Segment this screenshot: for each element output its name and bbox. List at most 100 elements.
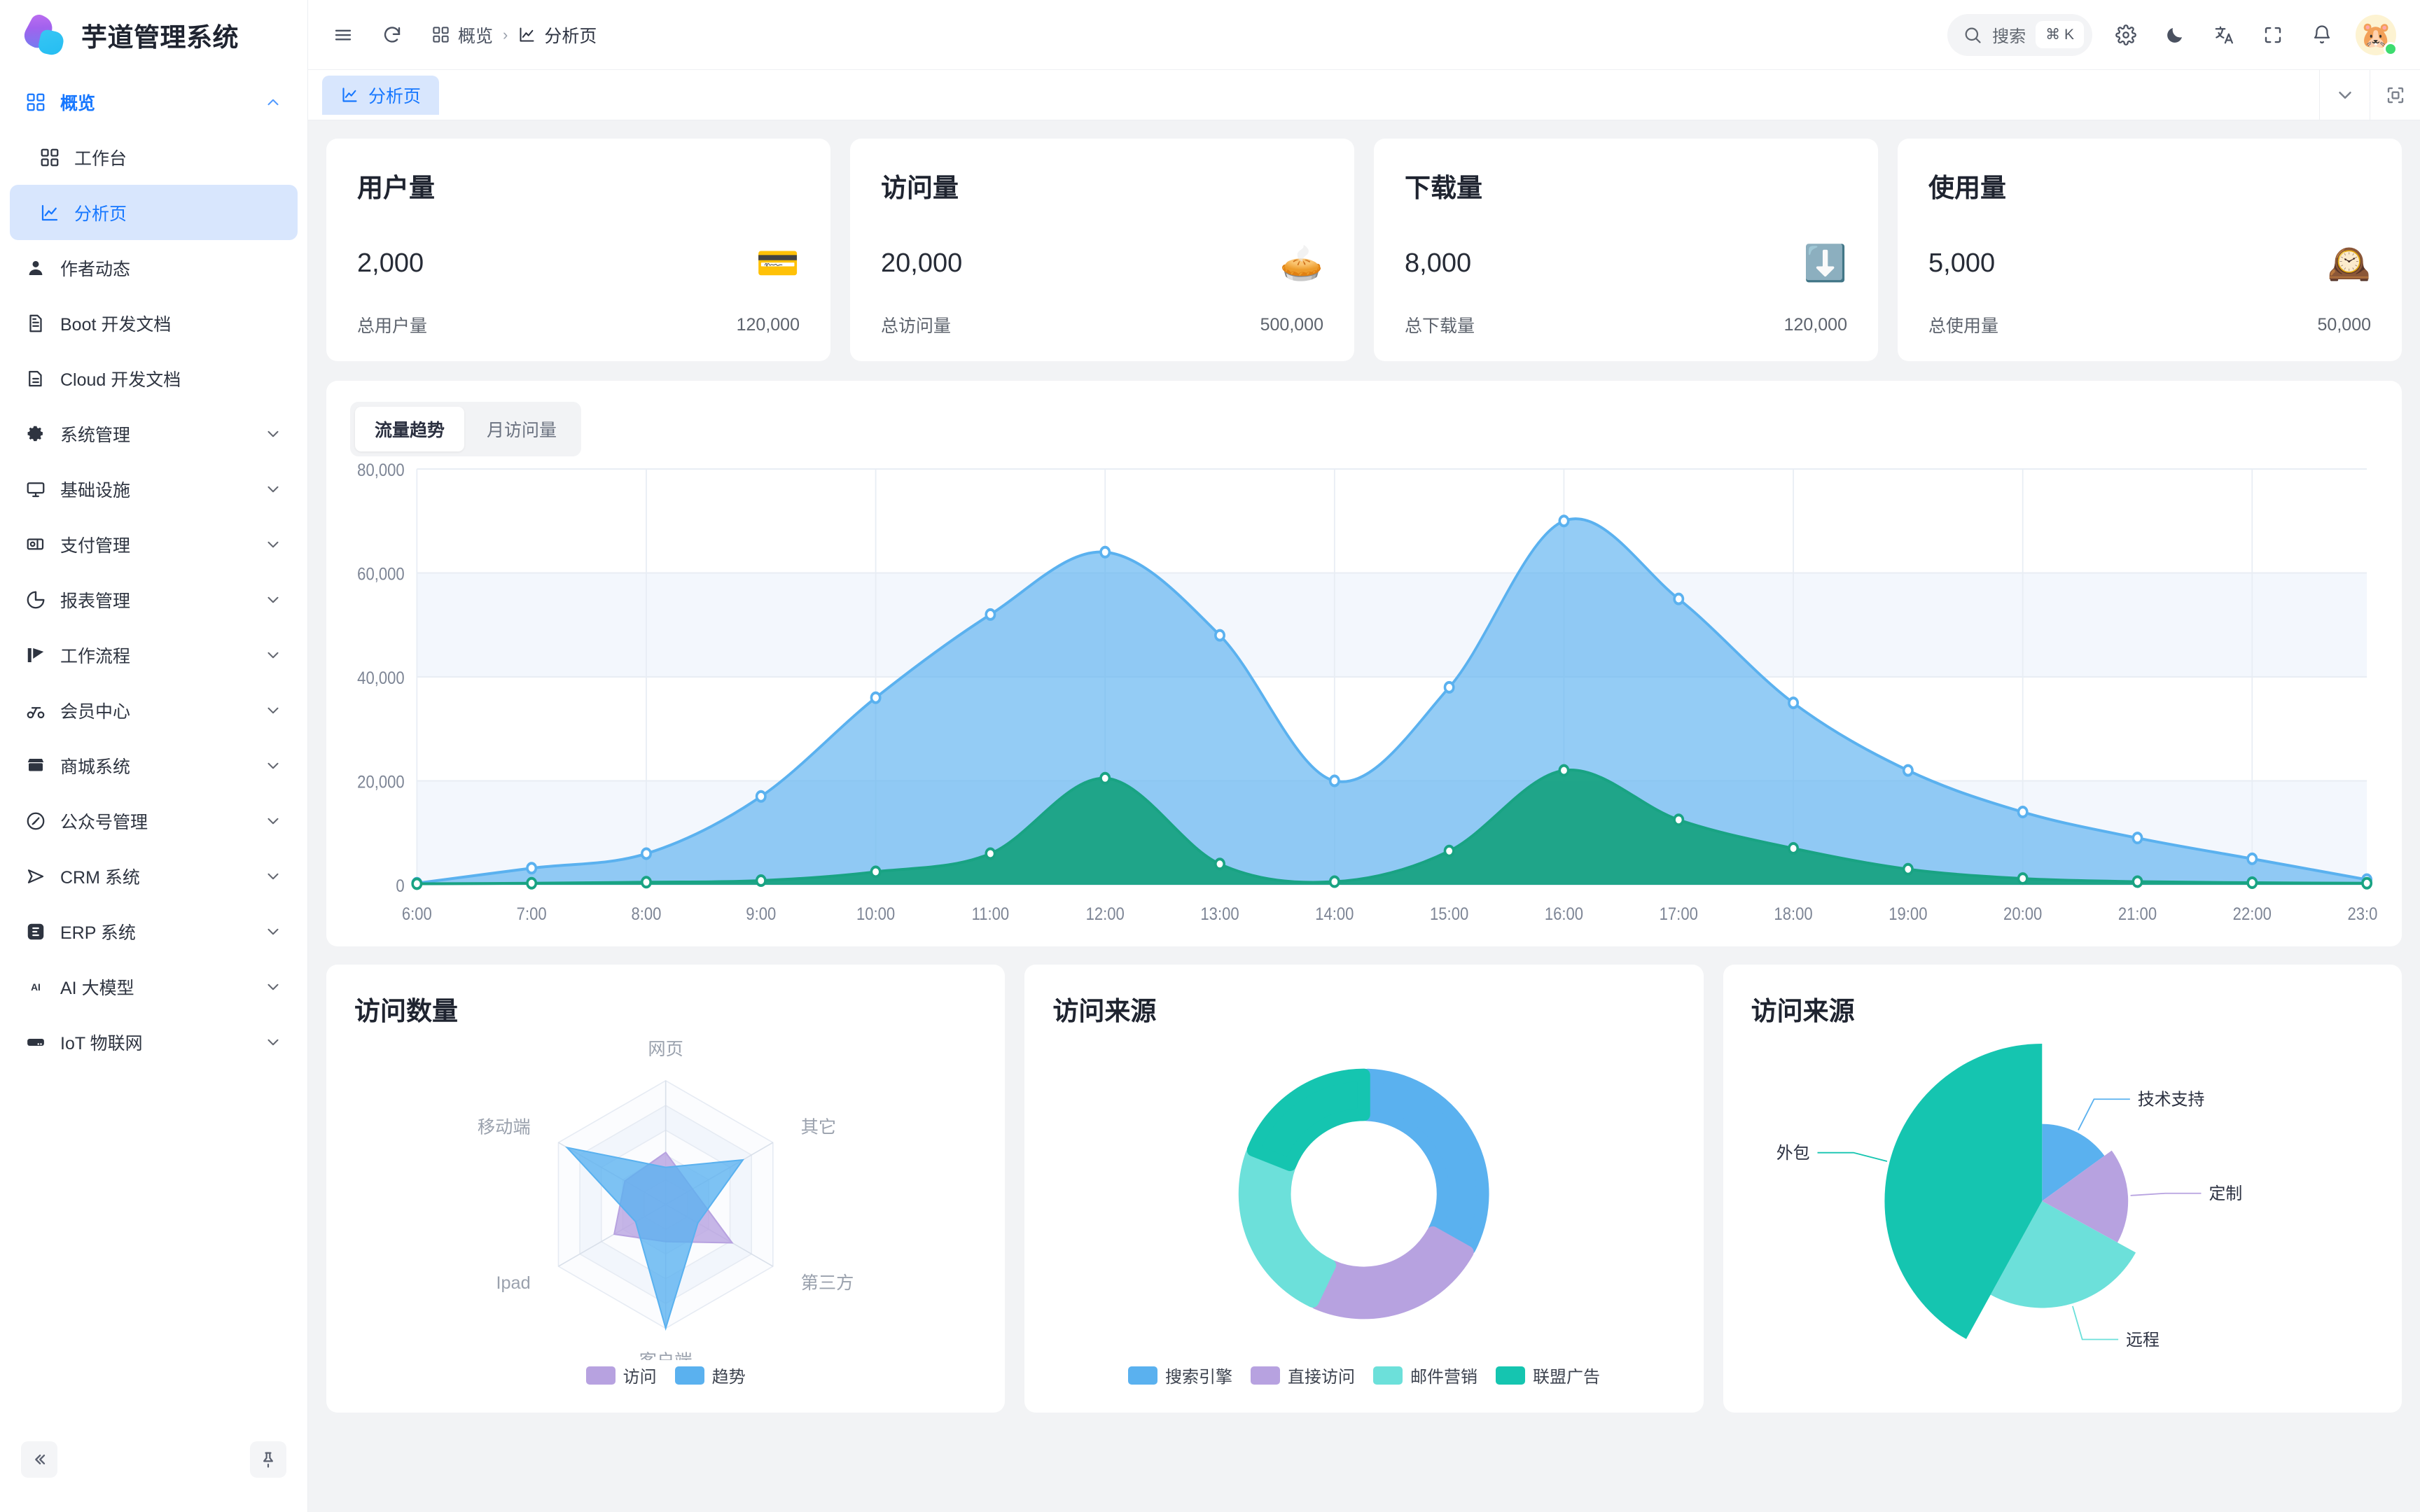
sidebar-item-7[interactable]: 基础设施	[10, 461, 298, 517]
sidebar-item-5[interactable]: Cloud 开发文档	[10, 351, 298, 406]
legend-item[interactable]: 直接访问	[1250, 1363, 1355, 1387]
sidebar-item-4[interactable]: Boot 开发文档	[10, 295, 298, 351]
sidebar-item-label: Cloud 开发文档	[60, 370, 181, 390]
gear-icon[interactable]	[2110, 20, 2141, 50]
sidebar-footer	[0, 1428, 307, 1512]
chevron-down-icon[interactable]	[264, 923, 282, 941]
legend-swatch	[674, 1366, 704, 1385]
moon-icon[interactable]	[2160, 20, 2190, 50]
sidebar-item-3[interactable]: 作者动态	[10, 240, 298, 295]
svg-text:20,000: 20,000	[357, 772, 405, 792]
translate-icon[interactable]	[2209, 20, 2239, 50]
gear-icon	[25, 424, 46, 444]
bell-icon[interactable]	[2307, 20, 2337, 50]
fullscreen-icon[interactable]	[2258, 20, 2288, 50]
chevron-down-icon[interactable]	[264, 480, 282, 498]
chevron-down-icon[interactable]	[264, 646, 282, 664]
expand-icon[interactable]	[2370, 69, 2420, 120]
chevron-down-icon[interactable]	[264, 978, 282, 996]
svg-text:21:00: 21:00	[2118, 904, 2157, 924]
chevron-down-icon[interactable]	[264, 701, 282, 720]
legend-item[interactable]: 搜索引擎	[1127, 1363, 1232, 1387]
sidebar-item-1[interactable]: 工作台	[10, 130, 298, 185]
trend-tab-traffic[interactable]: 流量趋势	[355, 407, 465, 451]
topbar: 概览 › 分析页 搜索 ⌘ K	[308, 0, 2420, 70]
legend-item[interactable]: 邮件营销	[1372, 1363, 1477, 1387]
chevron-down-icon[interactable]	[264, 867, 282, 886]
svg-text:19:00: 19:00	[1889, 904, 1927, 924]
legend-item[interactable]: 联盟广告	[1495, 1363, 1600, 1387]
sidebar-item-label: 会员中心	[60, 701, 131, 722]
rose-chart: 技术支持 定制 远程 外包	[1751, 1028, 2374, 1387]
svg-text:第三方: 第三方	[801, 1273, 854, 1293]
sidebar-item-9[interactable]: 报表管理	[10, 572, 298, 627]
svg-text:外包: 外包	[1776, 1144, 1809, 1163]
legend-label: 联盟广告	[1532, 1368, 1600, 1387]
sidebar-item-15[interactable]: ERP 系统	[10, 904, 298, 959]
chevron-up-icon[interactable]	[264, 93, 282, 111]
stat-value: 5,000	[1928, 248, 1996, 278]
card-title: 访问来源	[1751, 997, 1855, 1026]
visit-count-card: 访问数量 网页其它第三方客户端 Ipad 移动端 访问 趋势	[326, 965, 1006, 1413]
chevron-down-icon[interactable]	[264, 757, 282, 775]
stat-title: 访问量	[881, 174, 959, 202]
svg-text:客户端: 客户端	[639, 1352, 693, 1360]
sidebar-item-14[interactable]: CRM 系统	[10, 848, 298, 904]
sidebar-item-6[interactable]: 系统管理	[10, 406, 298, 461]
stat-foot-value: 50,000	[2317, 314, 2371, 335]
breadcrumb-item-overview[interactable]: 概览	[431, 22, 493, 48]
pin-sidebar-button[interactable]	[250, 1441, 286, 1478]
chevron-down-icon[interactable]	[264, 1033, 282, 1051]
pie-icon	[25, 589, 46, 610]
sidebar-item-12[interactable]: 商城系统	[10, 738, 298, 793]
svg-text:17:00: 17:00	[1660, 904, 1698, 924]
legend-item[interactable]: 趋势	[674, 1363, 746, 1387]
stat-title: 用户量	[357, 174, 435, 202]
traffic-trend-card: 流量趋势 月访问量 0 20,000 40,000 60,000 80,000 6:00 7…	[326, 381, 2402, 946]
sidebar-item-label: CRM 系统	[60, 867, 140, 888]
sidebar-item-17[interactable]: IoT 物联网	[10, 1014, 298, 1070]
legend-swatch	[1495, 1366, 1525, 1385]
refresh-icon[interactable]	[377, 20, 408, 50]
bottom-card-row: 访问数量 网页其它第三方客户端 Ipad 移动端 访问 趋势 访问来源 搜索引擎 直接访…	[326, 965, 2402, 1413]
chevron-down-icon[interactable]	[264, 425, 282, 443]
tab-analysis[interactable]: 分析页	[322, 75, 440, 115]
sidebar-item-16[interactable]: AI AI 大模型	[10, 959, 298, 1014]
svg-text:远程: 远程	[2126, 1331, 2160, 1350]
svg-text:18:00: 18:00	[1774, 904, 1812, 924]
sidebar-item-13[interactable]: 公众号管理	[10, 793, 298, 848]
sidebar-item-10[interactable]: 工作流程	[10, 627, 298, 682]
stat-card-row: 用户量 2,000 💳 总用户量 120,000 访问量 20,000 🥧 总访…	[326, 139, 2402, 361]
chevron-down-icon[interactable]	[264, 591, 282, 609]
legend-label: 直接访问	[1287, 1368, 1355, 1387]
search-input[interactable]: 搜索 ⌘ K	[1947, 13, 2092, 56]
chevron-down-icon[interactable]	[264, 812, 282, 830]
stat-icon: ⬇️	[1803, 244, 1847, 283]
sidebar-item-8[interactable]: 支付管理	[10, 517, 298, 572]
chevron-down-icon[interactable]	[2319, 69, 2370, 120]
tabbar: 分析页	[308, 69, 2420, 120]
svg-text:60,000: 60,000	[357, 564, 405, 584]
legend-swatch	[1250, 1366, 1280, 1385]
chevron-down-icon[interactable]	[264, 536, 282, 554]
legend-item[interactable]: 访问	[585, 1363, 657, 1387]
sidebar: 芋道管理系统 概览 工作台分析页作者动态 Boot 开发文档 Cloud 开发文档系统…	[0, 0, 308, 1512]
collapse-sidebar-button[interactable]	[21, 1441, 57, 1478]
grid-icon	[25, 92, 46, 113]
sidebar-item-0[interactable]: 概览	[10, 74, 298, 130]
stat-value: 20,000	[881, 248, 963, 278]
svg-text:0: 0	[396, 876, 404, 896]
sidebar-item-label: 商城系统	[60, 757, 131, 777]
sidebar-menu: 概览 工作台分析页作者动态 Boot 开发文档 Cloud 开发文档系统管理 基础设施支…	[0, 70, 307, 1428]
trend-tab-monthly[interactable]: 月访问量	[487, 421, 557, 440]
sidebar-item-label: 分析页	[74, 204, 127, 224]
card-title: 访问数量	[354, 997, 458, 1026]
svg-text:40,000: 40,000	[357, 668, 405, 688]
hamburger-icon[interactable]	[328, 20, 359, 50]
sidebar-item-11[interactable]: 会员中心	[10, 682, 298, 738]
breadcrumb-item-analysis[interactable]: 分析页	[517, 22, 597, 48]
app-logo[interactable]: 芋道管理系统	[0, 0, 307, 70]
compass-icon	[25, 811, 46, 832]
sidebar-item-2[interactable]: 分析页	[10, 185, 298, 240]
avatar[interactable]: 🐹	[2356, 14, 2398, 56]
